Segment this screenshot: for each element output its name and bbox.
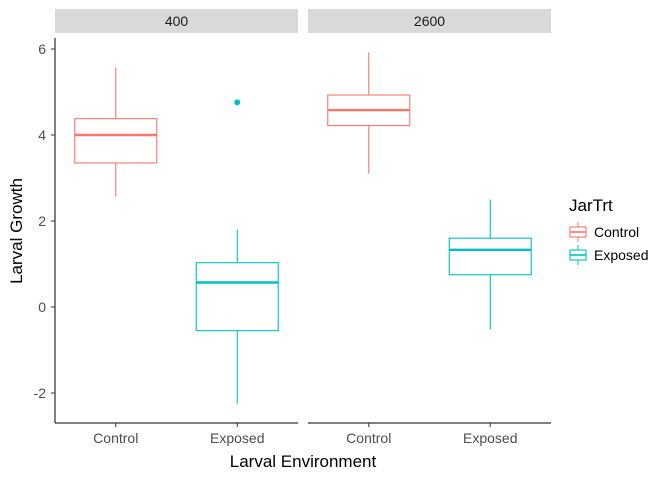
facet-strip-2600: 2600 — [308, 9, 551, 33]
y-tick-label: 4 — [38, 127, 46, 143]
x-axis-title: Larval Environment — [230, 452, 377, 471]
legend-item-exposed: Exposed — [569, 245, 648, 265]
y-axis-title: Larval Growth — [7, 178, 26, 284]
x-tick-label: Exposed — [210, 430, 264, 446]
x-tick-label: Control — [346, 430, 391, 446]
y-tick-label: 6 — [38, 41, 46, 57]
y-tick-label: 2 — [38, 213, 46, 229]
legend-label: Control — [594, 224, 639, 240]
x-tick-label: Exposed — [463, 430, 517, 446]
box-400-control — [74, 67, 158, 197]
box-series — [74, 52, 532, 404]
box-iqr — [448, 237, 532, 276]
strip-background — [55, 9, 298, 33]
y-tick-label: -2 — [34, 385, 47, 401]
box-iqr — [195, 262, 279, 332]
facet-label-400: 400 — [165, 13, 189, 29]
legend-label: Exposed — [594, 247, 648, 263]
legend: JarTrt Control Exposed — [569, 196, 648, 265]
strip-background — [308, 9, 551, 33]
x-tick-label: Control — [93, 430, 138, 446]
y-axis-ticks: -2 0 2 4 6 — [34, 41, 55, 401]
box-400-exposed — [195, 99, 279, 404]
box-2600-control — [327, 52, 411, 174]
box-2600-exposed — [448, 199, 532, 330]
facet-strip-400: 400 — [55, 9, 298, 33]
legend-title: JarTrt — [569, 196, 613, 215]
y-tick-label: 0 — [38, 299, 46, 315]
box-iqr — [74, 118, 158, 164]
legend-entries: Control Exposed — [569, 222, 648, 265]
facet-label-2600: 2600 — [414, 13, 445, 29]
outlier-point — [234, 99, 241, 106]
legend-item-control: Control — [569, 222, 639, 242]
x-axis-ticks: Control Exposed Control Exposed — [93, 423, 517, 446]
